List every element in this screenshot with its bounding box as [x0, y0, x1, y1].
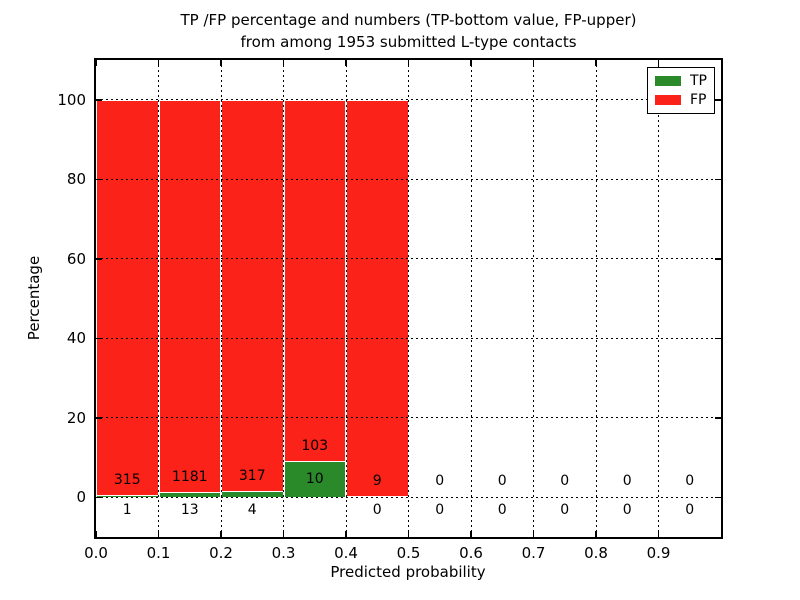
- y-tick-mark: [715, 178, 721, 180]
- tp-count-label: 0: [435, 502, 445, 519]
- legend-entry-tp: TP: [655, 74, 707, 88]
- y-tick-mark: [96, 178, 102, 180]
- y-tick-label: 0: [76, 488, 86, 507]
- x-tick-mark: [220, 531, 222, 537]
- fp-count-label: 0: [560, 473, 570, 490]
- tp-count-label: 4: [247, 502, 257, 519]
- fp-count-label: 103: [301, 438, 329, 455]
- chart-title: TP /FP percentage and numbers (TP-bottom…: [96, 9, 721, 53]
- fp-bar: [96, 99, 159, 496]
- y-tick-mark: [715, 417, 721, 419]
- fp-count-label: 315: [113, 471, 141, 488]
- tp-count-label: 13: [180, 502, 199, 519]
- fp-legend-swatch-icon: [655, 95, 681, 105]
- y-tick-label: 20: [66, 408, 86, 427]
- x-tick-mark: [657, 60, 660, 66]
- y-tick-mark: [715, 258, 721, 260]
- x-tick-mark: [407, 60, 410, 66]
- x-tick-mark: [470, 60, 472, 66]
- x-tick-label: 0.7: [521, 544, 546, 562]
- y-tick-mark: [96, 496, 102, 498]
- y-tick-mark: [96, 417, 102, 419]
- x-tick-label: 0.3: [271, 544, 296, 562]
- tp-count-label: 0: [560, 502, 570, 519]
- fp-bar: [221, 99, 284, 493]
- x-grid-line: [533, 60, 534, 537]
- tp-legend-label: TP: [690, 73, 707, 89]
- x-tick-label: 0.8: [584, 544, 608, 562]
- x-tick-label: 0.5: [396, 544, 421, 562]
- x-grid-line: [658, 60, 659, 537]
- tp-legend-swatch-icon: [655, 76, 681, 86]
- x-tick-label: 0.6: [459, 544, 483, 562]
- x-tick-mark: [95, 531, 97, 537]
- x-tick-mark: [657, 531, 660, 537]
- y-tick-mark: [715, 496, 721, 498]
- fp-count-label: 0: [685, 473, 695, 490]
- fp-bar: [346, 99, 409, 498]
- plot-area: TP FP 315 1 1181 13 317 4 103 10 9 0 0 0 0 0 0 0 0 0 0 0 0.0…: [57, 58, 723, 562]
- x-tick-mark: [157, 60, 160, 66]
- legend: TP FP: [647, 67, 715, 114]
- x-tick-mark: [157, 531, 160, 537]
- fp-count-label: 1181: [171, 468, 208, 485]
- y-tick-label: 100: [57, 90, 86, 109]
- x-tick-label: 0.2: [209, 544, 233, 562]
- x-tick-label: 0.4: [334, 544, 358, 562]
- x-tick-label: 0.0: [84, 544, 108, 562]
- y-tick-mark: [715, 337, 721, 339]
- x-tick-mark: [95, 60, 97, 66]
- tp-count-label: 0: [372, 502, 382, 519]
- y-tick-label: 80: [66, 170, 86, 189]
- tp-bar: [158, 492, 221, 498]
- fp-count-label: 0: [497, 473, 507, 490]
- fp-count-label: 9: [372, 473, 382, 490]
- y-tick-label: 40: [66, 329, 86, 348]
- x-tick-mark: [532, 531, 535, 537]
- x-tick-mark: [345, 531, 347, 537]
- x-tick-mark: [282, 531, 285, 537]
- tp-count-label: 0: [622, 502, 632, 519]
- tp-count-label: 0: [685, 502, 695, 519]
- y-tick-mark: [96, 337, 102, 339]
- x-axis-label: Predicted probability: [330, 563, 486, 581]
- x-tick-mark: [407, 531, 410, 537]
- fp-count-label: 317: [238, 468, 266, 485]
- tp-count-label: 10: [305, 470, 324, 487]
- x-tick-mark: [595, 60, 597, 66]
- x-tick-mark: [532, 60, 535, 66]
- tp-bar: [96, 495, 159, 498]
- chart-title-line-1: TP /FP percentage and numbers (TP-bottom…: [180, 11, 637, 29]
- legend-entry-fp: FP: [655, 93, 707, 107]
- fp-count-label: 0: [622, 473, 632, 490]
- fp-count-label: 0: [435, 473, 445, 490]
- fp-bar: [283, 99, 346, 463]
- x-tick-label: 0.9: [646, 544, 671, 562]
- x-tick-mark: [595, 531, 597, 537]
- x-grid-line: [470, 60, 472, 537]
- x-tick-mark: [345, 60, 347, 66]
- x-tick-label: 0.1: [146, 544, 171, 562]
- fp-bar: [158, 99, 221, 493]
- tp-bar: [221, 492, 284, 498]
- x-tick-mark: [220, 60, 222, 66]
- x-grid-line: [595, 60, 597, 537]
- fp-legend-label: FP: [690, 92, 707, 108]
- tp-count-label: 0: [497, 502, 507, 519]
- y-tick-mark: [715, 99, 721, 101]
- x-tick-mark: [282, 60, 285, 66]
- y-tick-label: 60: [66, 249, 86, 268]
- x-tick-mark: [470, 531, 472, 537]
- y-tick-mark: [96, 258, 102, 260]
- tp-count-label: 1: [122, 502, 132, 519]
- y-tick-mark: [96, 99, 102, 101]
- chart-title-line-2: from among 1953 submitted L-type contact…: [240, 33, 577, 51]
